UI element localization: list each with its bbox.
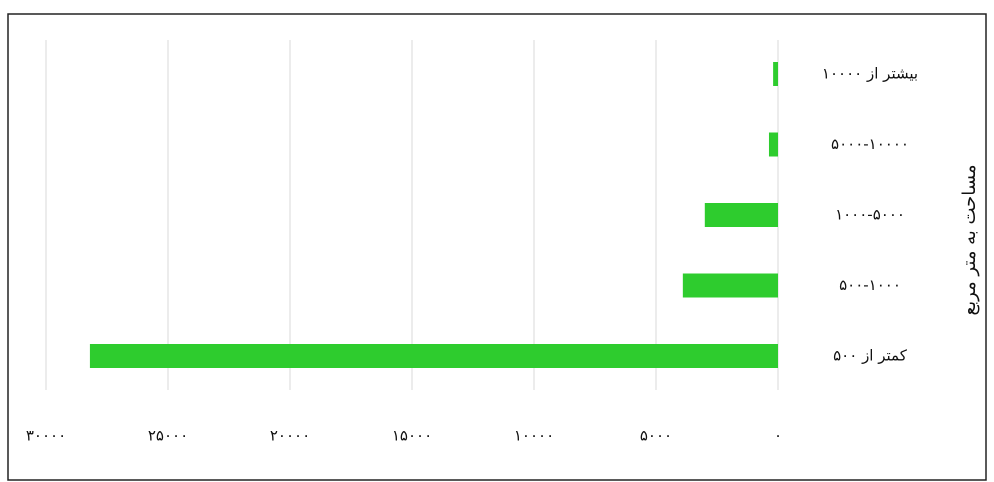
bar (768, 132, 778, 157)
x-tick-label: ۱۰۰۰۰ (514, 427, 554, 445)
y-tick-label: ۵۰۰-۱۰۰۰ (839, 276, 901, 294)
y-tick-label: بیشتر از ۱۰۰۰۰ (822, 65, 918, 83)
y-tick-label: کمتر از ۵۰۰ (833, 347, 908, 365)
bar (89, 344, 779, 368)
bar (682, 273, 778, 298)
x-tick-label: ۰ (774, 427, 782, 445)
x-tick-label: ۲۰۰۰۰ (270, 427, 310, 445)
y-tick-label: ۱۰۰۰-۵۰۰۰ (835, 206, 905, 224)
x-tick-label: ۱۵۰۰۰ (392, 427, 432, 445)
x-tick-label: ۳۰۰۰۰ (26, 427, 66, 445)
frame (7, 13, 987, 481)
y-axis-label: مساحت به متر مربع (959, 165, 980, 316)
bar (704, 203, 778, 227)
y-tick-label: ۵۰۰۰-۱۰۰۰۰ (831, 135, 909, 153)
x-tick-label: ۵۰۰۰ (640, 427, 672, 445)
bar (773, 62, 778, 86)
x-tick-label: ۲۵۰۰۰ (148, 427, 188, 445)
